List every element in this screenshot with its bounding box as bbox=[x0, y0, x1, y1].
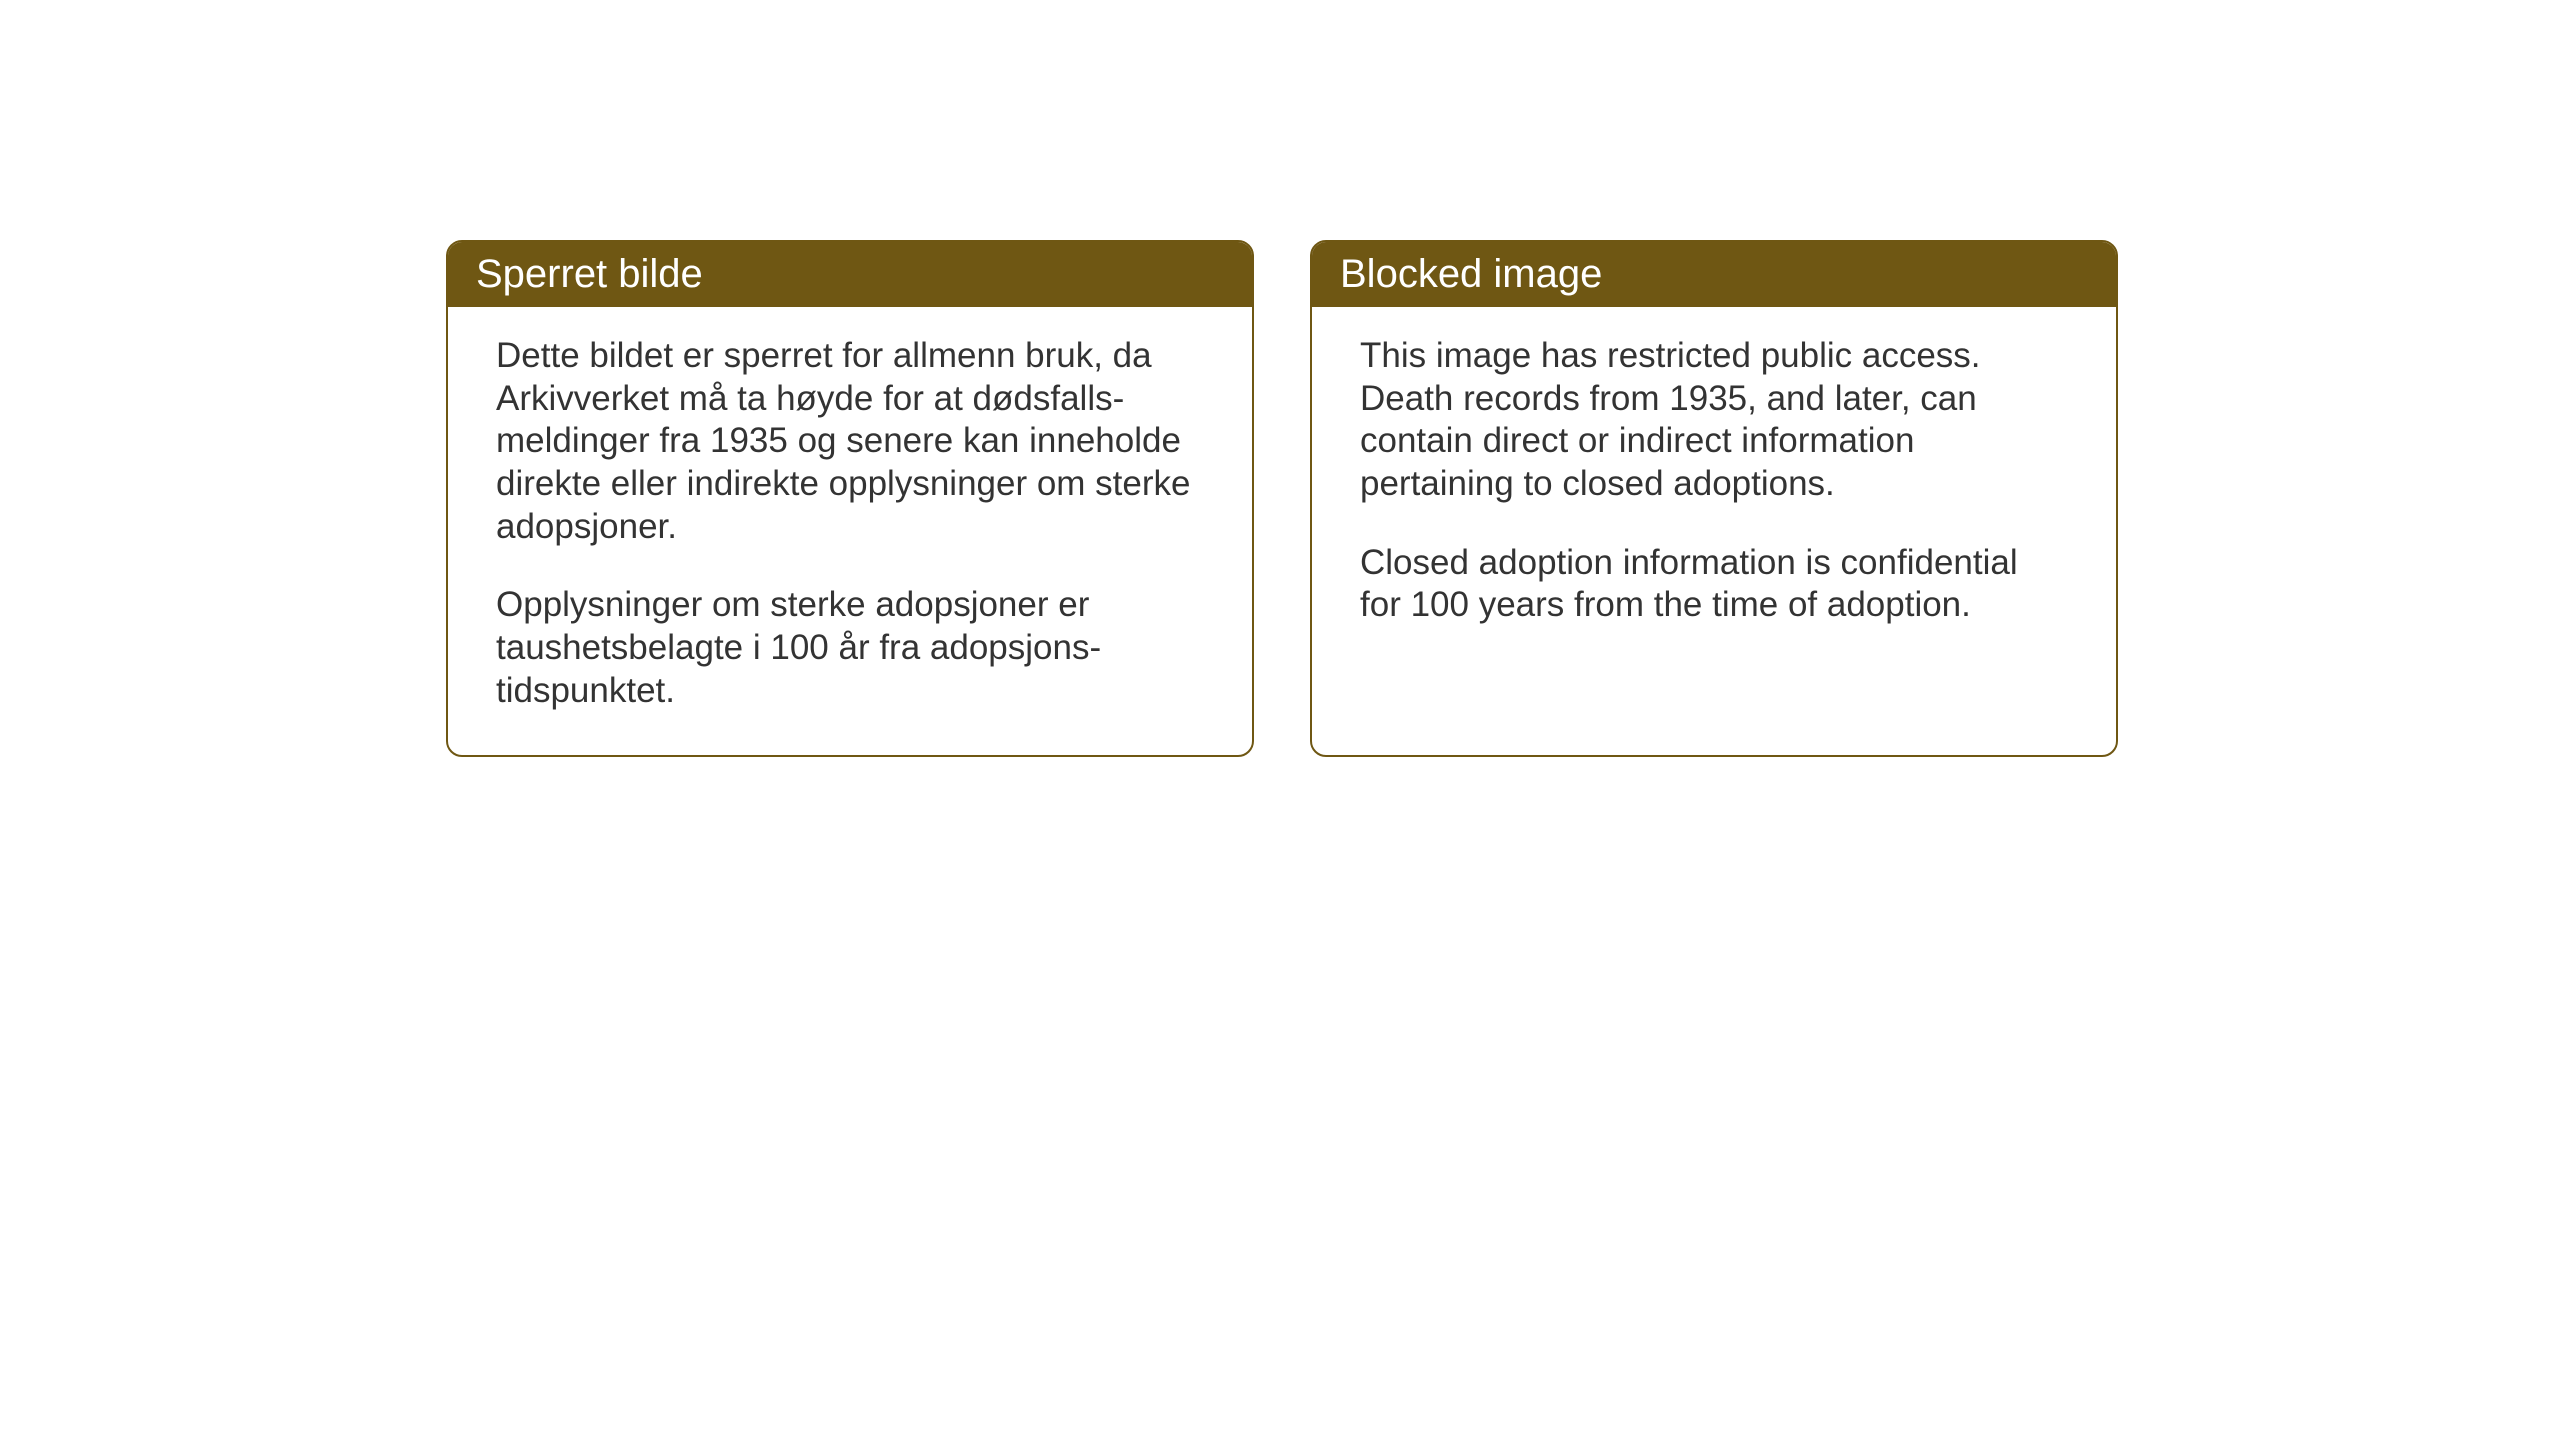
norwegian-notice-card: Sperret bilde Dette bildet er sperret fo… bbox=[446, 240, 1254, 757]
english-paragraph-2: Closed adoption information is confident… bbox=[1360, 542, 2068, 627]
english-card-title: Blocked image bbox=[1312, 242, 2116, 307]
notice-container: Sperret bilde Dette bildet er sperret fo… bbox=[446, 240, 2118, 757]
norwegian-paragraph-2: Opplysninger om sterke adopsjoner er tau… bbox=[496, 584, 1204, 712]
english-notice-card: Blocked image This image has restricted … bbox=[1310, 240, 2118, 757]
norwegian-paragraph-1: Dette bildet er sperret for allmenn bruk… bbox=[496, 335, 1204, 548]
norwegian-card-title: Sperret bilde bbox=[448, 242, 1252, 307]
english-paragraph-1: This image has restricted public access.… bbox=[1360, 335, 2068, 506]
norwegian-card-body: Dette bildet er sperret for allmenn bruk… bbox=[448, 307, 1252, 755]
english-card-body: This image has restricted public access.… bbox=[1312, 307, 2116, 669]
